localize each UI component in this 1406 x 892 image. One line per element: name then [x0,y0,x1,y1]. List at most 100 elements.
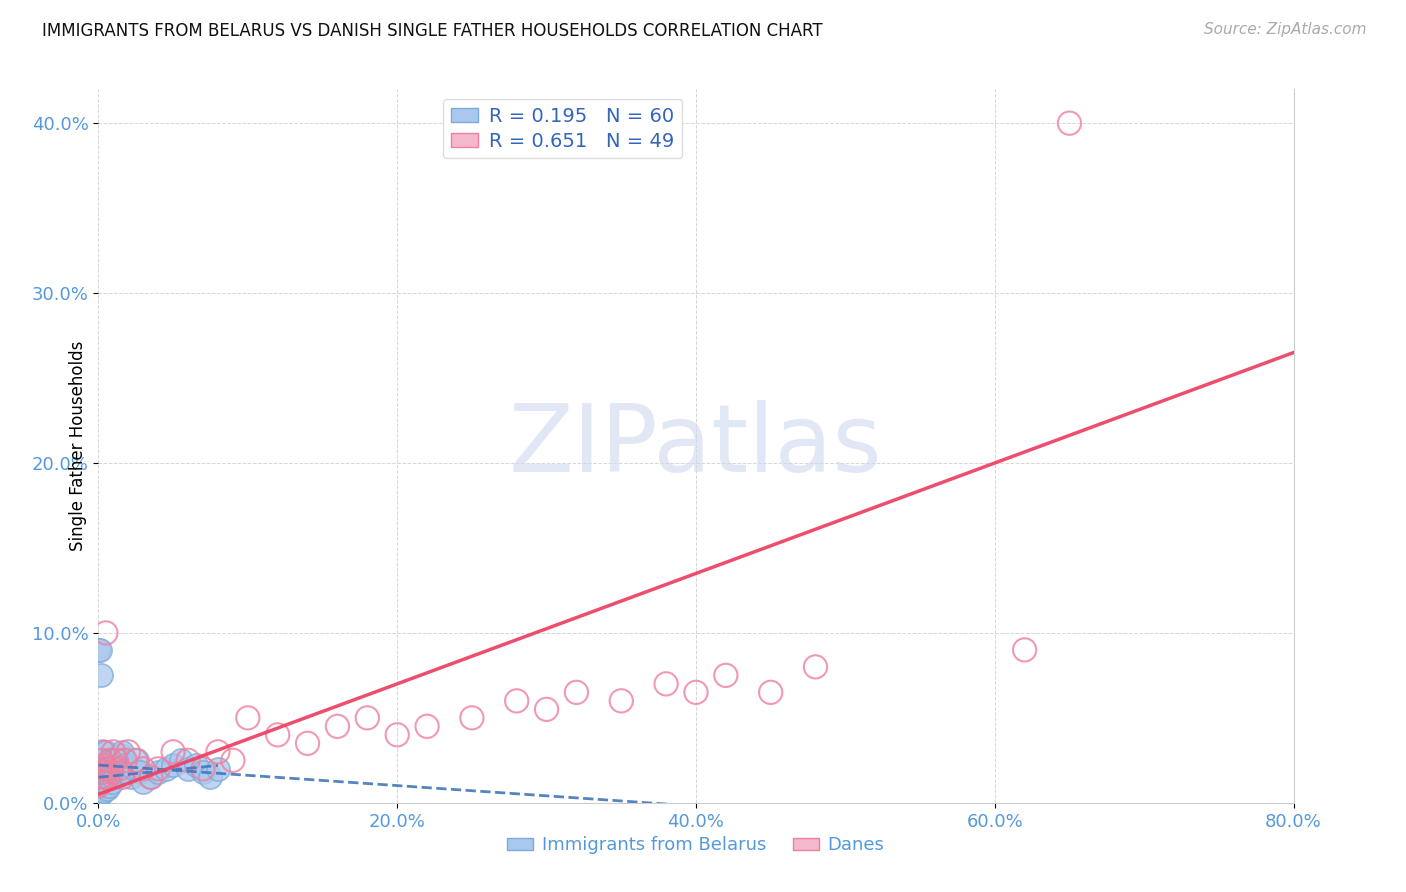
Point [111,770,134,784]
Point [107,758,129,772]
Point [177,753,200,767]
Point [101,765,124,780]
Point [91,765,114,780]
Point [184,758,207,772]
Point [356,711,378,725]
Point [177,762,200,776]
Point [90,668,112,682]
Point [139,770,162,784]
Point [90,775,112,789]
Point [98,753,122,767]
Point [124,762,146,776]
Point [714,668,737,682]
Point [565,685,588,699]
Point [91,745,114,759]
Point [120,770,142,784]
Point [162,745,184,759]
Point [655,677,678,691]
Point [506,694,529,708]
Point [91,758,114,772]
Point [91,779,114,793]
Point [103,753,125,767]
Point [104,765,127,780]
Point [385,728,409,742]
Point [103,745,125,759]
Point [91,770,114,784]
Point [267,728,290,742]
Point [129,765,152,780]
Point [96,770,118,784]
Point [89,643,111,657]
Point [103,770,125,784]
Point [117,765,139,780]
Text: ZIPatlas: ZIPatlas [509,400,883,492]
Point [127,753,149,767]
Point [139,770,162,784]
Point [90,753,112,767]
Point [97,779,120,793]
Point [117,745,139,759]
Point [162,758,184,772]
Point [132,762,155,776]
Point [94,762,117,776]
Point [89,770,111,784]
Point [536,702,558,716]
Point [148,765,170,780]
Point [169,753,191,767]
Point [461,711,484,725]
Point [685,685,707,699]
Point [297,736,319,750]
Point [87,643,110,657]
Point [89,762,111,776]
Point [89,762,111,776]
Point [115,762,138,776]
Point [94,762,117,776]
Point [97,762,120,776]
Point [97,762,120,776]
Point [191,762,214,776]
Point [93,770,115,784]
Text: Source: ZipAtlas.com: Source: ZipAtlas.com [1204,22,1367,37]
Point [222,753,245,767]
Point [90,765,112,780]
Point [155,762,177,776]
Point [105,753,128,767]
Point [89,782,111,797]
Point [94,775,117,789]
Point [416,719,439,733]
Point [759,685,782,699]
Point [93,753,115,767]
Point [1059,116,1081,130]
Point [207,762,229,776]
Point [96,770,118,784]
Point [89,775,111,789]
Point [101,775,124,789]
Point [93,765,115,780]
Point [87,779,110,793]
Point [114,753,136,767]
Point [108,753,131,767]
Point [90,753,112,767]
Point [112,753,135,767]
Point [236,711,259,725]
Point [96,782,118,797]
Point [111,745,134,759]
Point [91,745,114,759]
Point [207,745,229,759]
Point [98,770,122,784]
Point [90,787,112,801]
Point [90,775,112,789]
Point [101,758,124,772]
Text: IMMIGRANTS FROM BELARUS VS DANISH SINGLE FATHER HOUSEHOLDS CORRELATION CHART: IMMIGRANTS FROM BELARUS VS DANISH SINGLE… [42,22,823,40]
Point [804,660,827,674]
Point [91,784,114,798]
Point [94,626,117,640]
Point [98,753,122,767]
Point [93,779,115,793]
Point [200,770,222,784]
Point [326,719,349,733]
Y-axis label: Single Father Households: Single Father Households [69,341,87,551]
Point [89,787,111,801]
Point [94,745,117,759]
Point [610,694,633,708]
